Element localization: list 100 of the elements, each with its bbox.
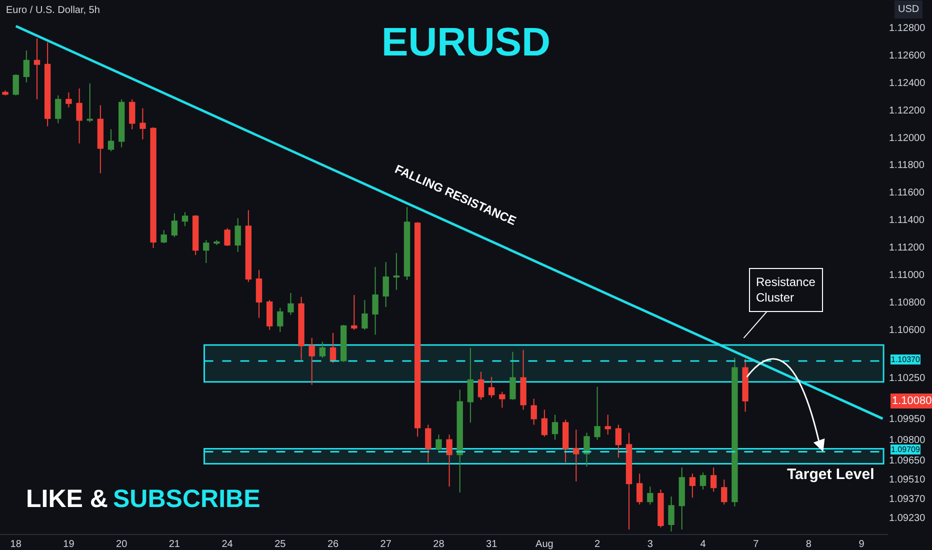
candlestick [530,398,537,426]
candlestick [552,414,558,440]
candlestick [224,228,230,246]
candlestick [721,479,728,505]
candlestick [298,296,304,360]
candlestick [288,292,294,316]
candlestick [414,222,421,438]
y-tick-label: 1.12000 [889,132,926,144]
y-tick-label: 1.09950 [889,414,926,426]
text: Euro / U.S. Dollar, 5h [6,5,100,16]
x-tick-label: 3 [647,539,654,550]
y-tick-label: 1.09800 [889,434,926,446]
annotation: Resistance Cluster [756,275,816,305]
candlestick [277,307,284,332]
candlestick [382,262,389,308]
candlestick [319,341,326,358]
x-tick-label: Aug [536,539,554,550]
x-tick-label: 26 [327,539,339,550]
y-tick-label: 1.12800 [889,22,926,34]
candlestick [732,357,738,508]
candlestick [668,496,674,532]
y-tick-label: 1.12200 [889,105,926,116]
candlestick [446,434,452,488]
candlestick [362,299,368,330]
candlestick [182,212,188,227]
candlestick [150,126,156,249]
y-tick-label: 1.12600 [889,50,926,62]
candlestick [742,358,748,412]
candlestick [171,212,178,238]
ref-line-label: 1.09709 [891,445,920,454]
text: EURUSD [382,20,550,64]
candlestick [234,218,241,253]
candlestick [192,214,199,256]
candlestick [330,332,336,364]
candlestick [404,206,410,281]
x-tick-label: 24 [222,539,234,550]
y-tick-label: 1.10600 [889,324,926,336]
candlestick [478,371,484,400]
x-tick-label: 19 [63,539,75,550]
candlestick [118,98,125,148]
y-tick-label: 1.11000 [889,270,925,282]
candlestick [636,473,643,505]
x-tick-label: 21 [168,539,180,550]
candlestick [425,424,432,464]
candlestick [678,467,685,530]
candlestick [66,92,72,108]
y-tick-label: 1.09510 [889,474,926,486]
x-tick-label: 31 [486,539,498,550]
candlestick [160,230,167,244]
candlestick [700,472,706,490]
y-tick-label: 1.09370 [889,494,926,505]
candlestick [626,432,632,530]
candlestick [436,434,442,452]
candlestick [604,414,611,436]
y-tick-label: 1.11800 [889,160,925,172]
candlestick [140,108,146,140]
y-tick-label: 1.11200 [889,242,925,254]
y-axis-title: USD [898,4,920,15]
candlestick [108,128,114,152]
x-tick-label: 20 [116,539,128,550]
candlestick [615,424,622,458]
y-tick-label: 1.10800 [889,298,926,309]
band-label: Target Level [787,466,874,483]
annotation: 1.10080 [892,395,932,407]
x-tick-label: 28 [433,539,445,550]
candlestick [86,82,93,123]
candlestick [658,489,664,528]
candlestick [12,74,19,96]
y-tick-label: 1.09650 [889,455,926,466]
candlestick [372,266,378,336]
candlestick [308,337,315,386]
candlestick [573,429,580,482]
candlestick [541,409,548,438]
candlestick [351,294,358,330]
candlestick [245,210,252,282]
candlestick [689,473,696,498]
candlestick [129,98,136,130]
candlestick [594,386,600,440]
candlestick [76,88,82,144]
candlestick [2,90,8,96]
candlestick [214,240,220,246]
x-tick-label: 4 [700,539,706,550]
candlestick [584,432,590,468]
annotation: SUBSCRIBE [113,485,260,513]
candlestick [44,42,51,127]
x-tick-label: 8 [806,539,812,550]
candlestick [488,376,495,398]
y-tick-label: 1.12400 [889,78,926,89]
candlestick [467,347,474,424]
candlestick [97,104,104,174]
y-tick-label: 1.10250 [889,373,926,384]
x-tick-label: 27 [380,539,392,550]
y-tick-label: 1.11400 [889,215,925,226]
x-tick-label: 9 [858,539,865,550]
y-tick-label: 1.09230 [889,513,926,524]
x-tick-label: 2 [594,539,601,550]
candlestick [647,486,654,505]
candlestick [499,391,506,408]
ref-line-label: 1.10370 [891,355,920,364]
candlestick [510,351,516,400]
